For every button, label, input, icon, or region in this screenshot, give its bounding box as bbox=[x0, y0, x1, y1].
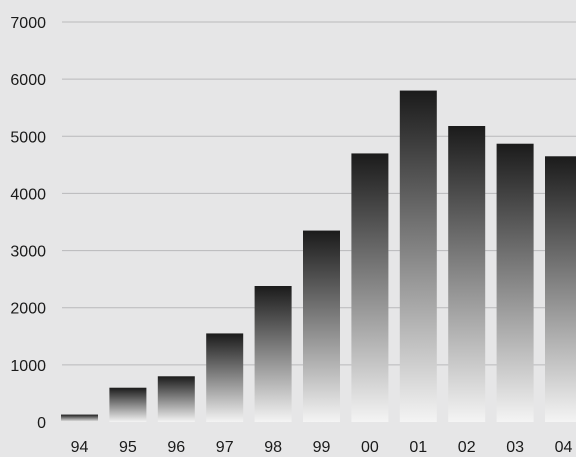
bar-03 bbox=[496, 143, 534, 422]
y-tick-label: 0 bbox=[37, 415, 46, 432]
y-axis: 0 1000 2000 3000 4000 5000 6000 7000 bbox=[10, 15, 46, 432]
x-tick-label: 99 bbox=[313, 439, 331, 456]
y-tick-label: 2000 bbox=[10, 301, 46, 318]
x-tick-label: 04 bbox=[555, 439, 573, 456]
x-tick-label: 02 bbox=[458, 439, 476, 456]
y-tick-label: 5000 bbox=[10, 129, 46, 146]
x-tick-label: 00 bbox=[361, 439, 379, 456]
bar-95 bbox=[109, 387, 147, 422]
y-tick-label: 4000 bbox=[10, 186, 46, 203]
x-axis: 94 95 96 97 98 99 00 01 02 03 04 bbox=[71, 439, 573, 456]
bar-04 bbox=[545, 156, 576, 423]
bar-01 bbox=[399, 90, 437, 423]
bar-97 bbox=[206, 333, 244, 422]
bars bbox=[61, 90, 576, 423]
x-tick-label: 01 bbox=[409, 439, 427, 456]
x-tick-label: 97 bbox=[216, 439, 234, 456]
bar-94 bbox=[61, 414, 98, 422]
x-tick-label: 94 bbox=[71, 439, 89, 456]
y-tick-label: 1000 bbox=[10, 358, 46, 375]
x-tick-label: 98 bbox=[264, 439, 282, 456]
y-tick-label: 3000 bbox=[10, 244, 46, 261]
bar-96 bbox=[157, 376, 195, 422]
y-tick-label: 7000 bbox=[10, 15, 46, 32]
x-tick-label: 03 bbox=[506, 439, 524, 456]
x-tick-label: 96 bbox=[167, 439, 185, 456]
bar-99 bbox=[303, 230, 340, 422]
bar-98 bbox=[254, 286, 292, 422]
y-tick-label: 6000 bbox=[10, 72, 46, 89]
bar-02 bbox=[448, 126, 486, 422]
x-tick-label: 95 bbox=[119, 439, 137, 456]
bar-00 bbox=[351, 153, 389, 422]
